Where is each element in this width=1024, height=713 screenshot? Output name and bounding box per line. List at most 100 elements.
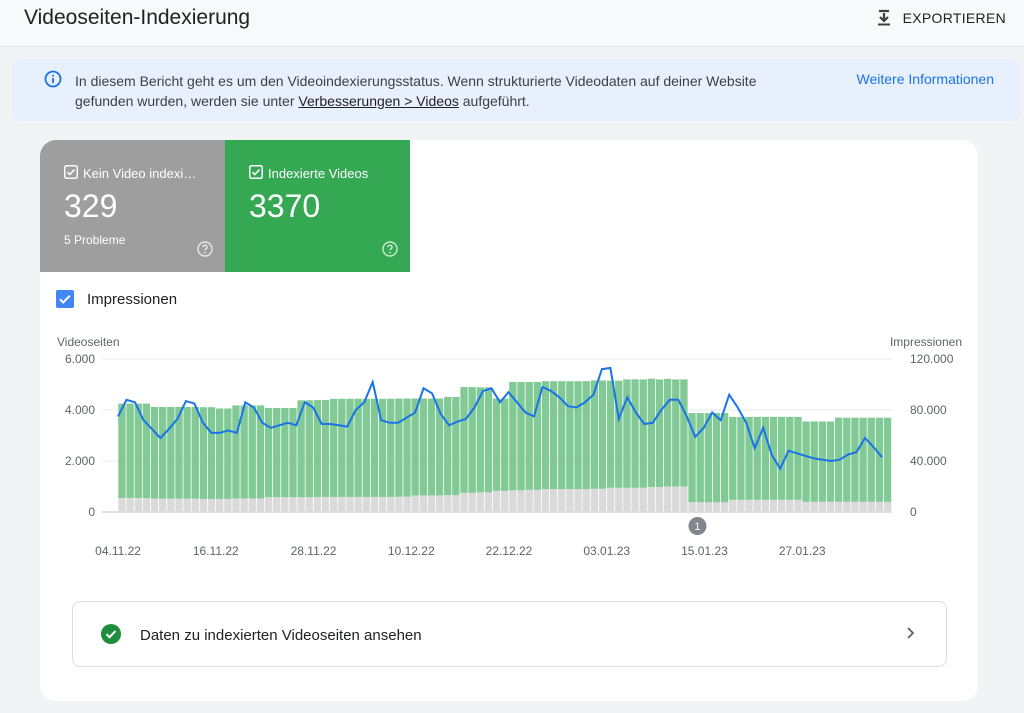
bar-indexed [883, 417, 892, 502]
bar-indexed [867, 417, 875, 502]
bar-not-indexed [289, 497, 297, 512]
bar-indexed [199, 407, 208, 499]
bar-not-indexed [606, 487, 615, 512]
bar-not-indexed [737, 499, 745, 512]
x-tick-label: 10.12.22 [388, 544, 435, 558]
bar-not-indexed [435, 495, 444, 512]
bar-indexed [289, 407, 297, 498]
bar-not-indexed [191, 498, 199, 512]
bar-not-indexed [419, 495, 427, 512]
page-header: Videoseiten-Indexierung EXPORTIEREN [0, 0, 1024, 47]
bar-not-indexed [468, 492, 476, 512]
tile-value: 3370 [249, 188, 321, 224]
bar-not-indexed [843, 501, 851, 512]
tile-not-indexed[interactable]: Kein Video indexi… 329 5 Probleme [40, 140, 225, 272]
bar-not-indexed [330, 496, 338, 512]
bar-not-indexed [150, 498, 159, 512]
bar-indexed [207, 407, 216, 499]
bar-not-indexed [159, 498, 167, 512]
bar-indexed [655, 379, 664, 488]
bar-not-indexed [704, 502, 713, 512]
bar-indexed [411, 398, 419, 496]
bar-not-indexed [883, 501, 892, 512]
help-icon[interactable] [197, 241, 213, 257]
left-axis-title: Videoseiten [57, 335, 120, 349]
bar-indexed [509, 381, 517, 491]
info-icon [44, 70, 62, 88]
bar-not-indexed [574, 489, 582, 512]
bar-not-indexed [558, 489, 566, 512]
bar-indexed [126, 403, 134, 498]
improvements-videos-link[interactable]: Verbesserungen > Videos [298, 93, 459, 109]
bar-indexed [549, 381, 558, 490]
bar-indexed [582, 381, 590, 490]
bar-not-indexed [834, 501, 843, 512]
bar-indexed [606, 380, 615, 488]
bar-indexed [663, 378, 672, 487]
bar-not-indexed [183, 498, 191, 512]
bar-not-indexed [281, 497, 289, 512]
bar-indexed [631, 379, 639, 488]
right-tick-label: 40.000 [910, 454, 947, 468]
bar-not-indexed [321, 496, 330, 512]
bar-not-indexed [769, 499, 778, 512]
bar-not-indexed [794, 499, 802, 512]
more-info-link[interactable]: Weitere Informationen [856, 71, 994, 87]
bar-not-indexed [167, 498, 175, 512]
bar-indexed [134, 403, 142, 498]
bar-indexed [191, 406, 199, 499]
bar-indexed [468, 387, 476, 493]
bar-not-indexed [786, 499, 794, 512]
bar-indexed [517, 381, 525, 491]
x-tick-label: 22.12.22 [486, 544, 533, 558]
bar-indexed [387, 398, 395, 497]
bar-not-indexed [460, 492, 468, 512]
bar-indexed [492, 398, 501, 491]
bar-not-indexed [598, 488, 607, 512]
bar-not-indexed [745, 499, 753, 512]
bar-indexed [183, 406, 191, 499]
bar-not-indexed [875, 501, 884, 512]
help-icon[interactable] [382, 241, 398, 257]
bar-not-indexed [232, 498, 240, 512]
bar-indexed [541, 381, 550, 490]
view-indexed-pages-row[interactable]: Daten zu indexierten Videoseiten ansehen [72, 601, 947, 667]
x-tick-label: 15.01.23 [681, 544, 728, 558]
bar-indexed [240, 405, 248, 499]
impressions-checkbox[interactable] [56, 290, 74, 308]
page-title: Videoseiten-Indexierung [24, 6, 251, 29]
tile-indexed[interactable]: Indexierte Videos 3370 [225, 140, 410, 272]
annotation-marker[interactable] [688, 517, 707, 535]
bar-indexed [810, 421, 818, 502]
bar-not-indexed [680, 486, 688, 512]
bar-not-indexed [484, 492, 493, 512]
indexing-chart: Videoseiten Impressionen 0 0 2.000 40.000 4.… [57, 335, 962, 558]
export-button[interactable]: EXPORTIEREN [875, 5, 1006, 31]
bar-indexed [615, 380, 623, 488]
bar-indexed [786, 416, 794, 500]
bar-not-indexed [126, 497, 134, 512]
bar-indexed [688, 413, 696, 503]
bar-indexed [395, 398, 403, 497]
bar-not-indexed [476, 492, 484, 512]
bar-not-indexed [273, 497, 281, 512]
annotation-label: 1 [694, 521, 700, 533]
bar-indexed [712, 413, 721, 503]
bar-indexed [623, 379, 631, 488]
bar-indexed [435, 398, 444, 496]
impressions-line [117, 366, 883, 471]
bar-indexed [566, 381, 574, 490]
bar-not-indexed [362, 496, 370, 512]
bar-not-indexed [313, 496, 322, 512]
bar-indexed [346, 398, 354, 497]
bar-not-indexed [387, 496, 395, 512]
bar-not-indexed [346, 496, 354, 512]
bar-indexed [484, 387, 493, 493]
right-tick-label: 120.000 [910, 352, 954, 366]
bar-indexed [533, 381, 541, 490]
bar-not-indexed [444, 495, 452, 512]
bar-not-indexed [305, 497, 313, 512]
bar-not-indexed [639, 487, 647, 512]
bar-not-indexed [566, 489, 574, 512]
bar-not-indexed [720, 502, 729, 512]
